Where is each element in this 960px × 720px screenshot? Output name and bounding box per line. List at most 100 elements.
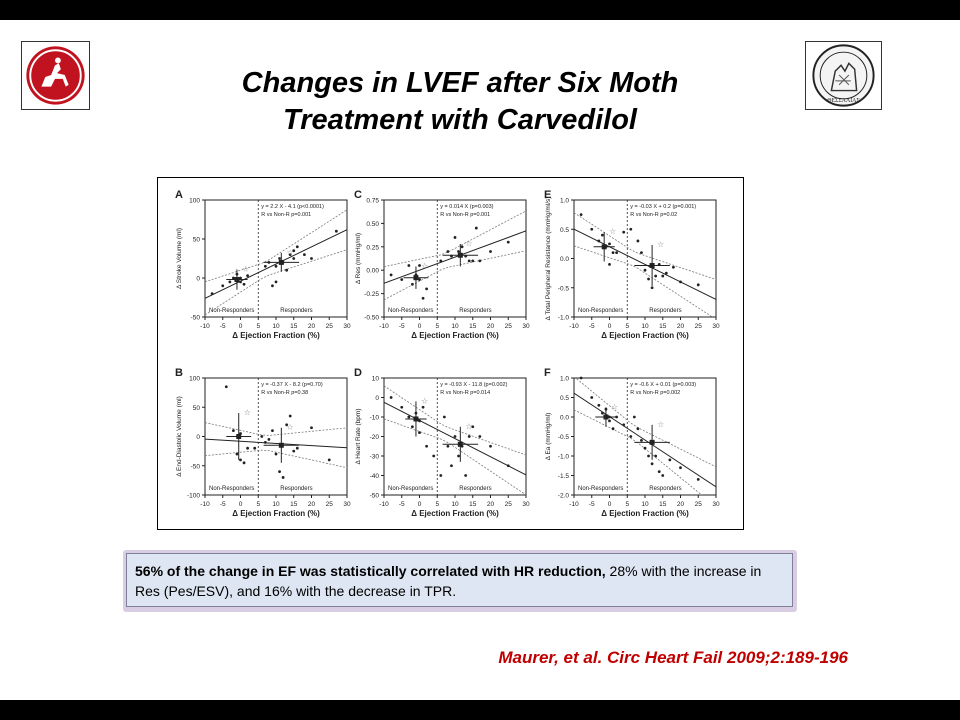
data-point — [418, 431, 421, 434]
stats-text: y = 0.014 X (p=0.003) — [440, 204, 493, 210]
ci-upper — [384, 210, 526, 268]
fit-group — [205, 422, 347, 469]
data-point — [489, 444, 492, 448]
x-tick-label: 20 — [487, 501, 495, 508]
group-mean-marker — [413, 416, 419, 422]
significance-star: ☆ — [286, 423, 293, 432]
x-tick-label: 10 — [641, 501, 649, 508]
regression-line — [205, 229, 347, 299]
data-point — [629, 227, 633, 231]
data-point — [657, 470, 661, 473]
data-point — [418, 264, 421, 267]
y-tick-label: 0.25 — [366, 244, 379, 251]
group-mean-marker — [457, 441, 463, 447]
x-tick-label: 5 — [435, 323, 439, 330]
ci-upper — [574, 212, 716, 280]
data-point — [400, 405, 404, 409]
x-tick-label: 25 — [326, 501, 334, 508]
x-axis-label: Δ Ejection Fraction (%) — [232, 331, 320, 340]
x-tick-label: 0 — [418, 501, 422, 508]
university-seal-engraving-icon: ΘΕΣΣΑΛΙΑΣ — [812, 44, 875, 107]
x-tick-label: 15 — [290, 323, 298, 330]
panel-letter: F — [544, 367, 551, 379]
data-point — [679, 280, 682, 284]
note-rest-text: 28% with the increase in Res (Pes/ESV), … — [135, 563, 762, 599]
data-point — [239, 458, 242, 462]
y-tick-label: -0.25 — [364, 291, 379, 298]
data-point — [446, 250, 450, 253]
y-tick-label: 100 — [189, 198, 200, 205]
data-point — [274, 452, 278, 456]
y-tick-label: 0 — [196, 276, 200, 283]
x-tick-label: 25 — [505, 323, 513, 330]
data-point — [239, 276, 242, 280]
x-tick-label: -5 — [589, 501, 595, 508]
x-tick-label: 30 — [712, 501, 720, 508]
data-point — [450, 464, 453, 468]
data-point — [310, 426, 313, 430]
data-point — [221, 284, 225, 288]
y-tick-label: 0.0 — [560, 415, 569, 422]
data-point — [615, 251, 618, 255]
significance-star: ☆ — [657, 240, 664, 249]
y-tick-label: 50 — [193, 405, 201, 412]
regression-line — [574, 392, 716, 488]
data-point — [650, 462, 654, 466]
y-tick-label: 0.00 — [366, 268, 379, 275]
data-point — [271, 284, 274, 288]
x-tick-label: 5 — [625, 501, 629, 508]
group-label-non-responders: Non-Responders — [578, 308, 623, 314]
group-label-responders: Responders — [459, 486, 491, 492]
significance-star: ☆ — [609, 227, 616, 236]
x-tick-label: 10 — [272, 501, 280, 508]
stats-text: R vs Non-R p=0.002 — [630, 390, 680, 396]
x-tick-label: 20 — [487, 323, 495, 330]
x-tick-label: 20 — [677, 323, 685, 330]
x-tick-label: 20 — [308, 323, 316, 330]
summary-note: 56% of the change in EF was statisticall… — [126, 553, 793, 607]
data-point — [274, 280, 278, 284]
x-tick-label: -10 — [200, 501, 210, 508]
y-axis-label: Δ Ea (mmHg/ml) — [545, 413, 552, 461]
data-point — [439, 259, 443, 263]
ci-upper — [205, 422, 347, 436]
y-tick-label: -1.5 — [558, 473, 570, 480]
regression-line — [384, 401, 526, 476]
data-point — [636, 239, 640, 243]
group-mean-marker — [601, 244, 607, 250]
y-tick-label: 10 — [372, 376, 380, 383]
data-point — [489, 250, 492, 253]
data-point — [232, 429, 235, 433]
x-tick-label: 15 — [290, 501, 298, 508]
citation: Maurer, et al. Circ Heart Fail 2009;2:18… — [498, 648, 848, 667]
data-point — [274, 264, 278, 268]
group-mean-marker — [413, 275, 419, 281]
data-point — [467, 259, 471, 263]
data-point — [471, 425, 475, 429]
x-tick-label: 10 — [451, 501, 459, 508]
x-tick-label: 5 — [435, 501, 439, 508]
y-axis-label: Δ Total Peripheral Resistance (mmHg/ml/s… — [545, 197, 552, 321]
data-point — [400, 278, 404, 281]
data-point — [224, 385, 228, 389]
group-label-non-responders: Non-Responders — [388, 308, 433, 314]
group-label-responders: Responders — [649, 308, 681, 314]
fit-group — [205, 209, 347, 316]
note-bold-text: 56% of the change in EF was statisticall… — [135, 563, 606, 579]
panel-d: D 100-10-20-30-40-50-10 -5 0 5 10 15 20 25 30Δ Ej… — [354, 367, 530, 518]
data-point — [292, 449, 296, 453]
ci-lower — [574, 409, 703, 495]
group-mean-marker — [603, 414, 609, 420]
left-logo — [21, 41, 90, 110]
y-tick-label: -10 — [370, 415, 380, 422]
group-label-non-responders: Non-Responders — [209, 308, 254, 314]
data-point — [232, 276, 235, 280]
group-label-responders: Responders — [280, 308, 312, 314]
y-tick-label: -100 — [187, 493, 200, 500]
data-point — [389, 396, 393, 399]
data-point — [210, 292, 214, 295]
x-tick-label: -10 — [569, 501, 579, 508]
data-point — [439, 474, 443, 477]
y-tick-label: 1.0 — [560, 198, 569, 205]
